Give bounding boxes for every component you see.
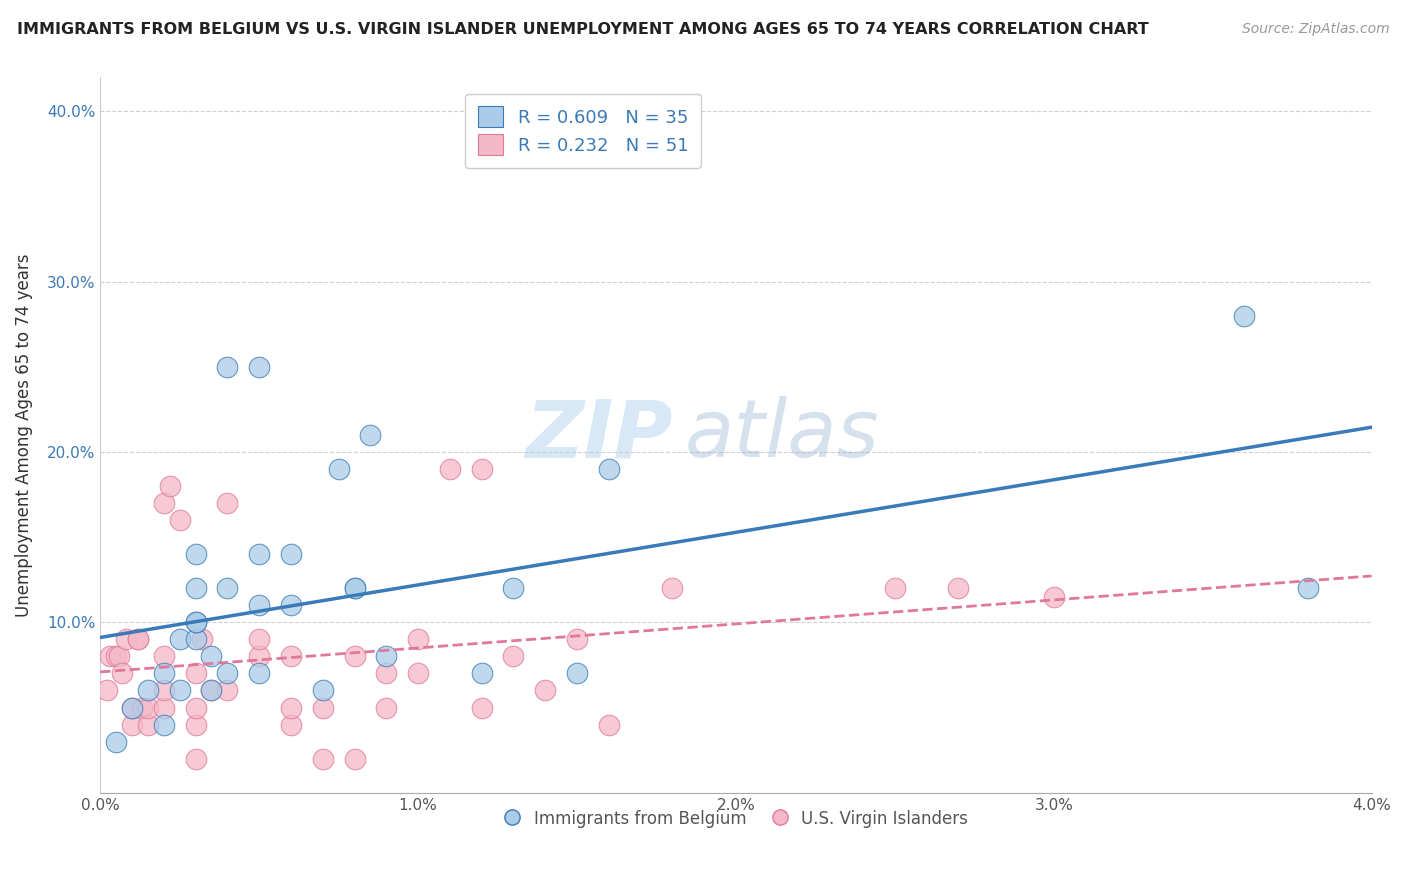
Point (108, 649, 131, 664)
Point (121, 717, 143, 731)
Point (439, 462, 461, 476)
Point (343, 582, 366, 596)
Point (375, 666, 398, 681)
Point (534, 683, 557, 698)
Point (121, 700, 143, 714)
Point (169, 513, 191, 527)
Point (359, 428, 381, 442)
Point (121, 700, 143, 714)
Point (184, 717, 207, 731)
Point (280, 599, 302, 613)
Point (471, 700, 494, 714)
Point (502, 649, 524, 664)
Point (280, 547, 302, 561)
Point (153, 717, 176, 731)
Point (96, 683, 118, 698)
Point (598, 462, 620, 476)
Point (184, 666, 207, 681)
Point (375, 649, 398, 664)
Point (153, 700, 176, 714)
Point (153, 649, 176, 664)
Point (127, 632, 149, 647)
Text: Source: ZipAtlas.com: Source: ZipAtlas.com (1241, 22, 1389, 37)
Point (127, 632, 149, 647)
Point (565, 666, 588, 681)
Point (471, 666, 494, 681)
Point (406, 666, 429, 681)
Point (217, 683, 239, 698)
Point (184, 582, 207, 596)
Point (114, 632, 136, 647)
Point (200, 683, 222, 698)
Point (153, 666, 176, 681)
Point (948, 582, 970, 596)
Point (343, 751, 366, 765)
Point (98, 649, 121, 664)
Y-axis label: Unemployment Among Ages 65 to 74 years: Unemployment Among Ages 65 to 74 years (15, 253, 32, 616)
Point (136, 683, 159, 698)
Point (217, 666, 239, 681)
Point (471, 462, 494, 476)
Point (247, 359, 270, 374)
Point (184, 615, 207, 630)
Point (184, 547, 207, 561)
Point (153, 496, 176, 510)
Point (375, 700, 398, 714)
Point (280, 649, 302, 664)
Text: ZIP: ZIP (524, 396, 672, 474)
Point (312, 700, 335, 714)
Point (131, 700, 153, 714)
Point (159, 479, 181, 493)
Point (883, 582, 905, 596)
Point (200, 683, 222, 698)
Point (328, 462, 350, 476)
Point (200, 649, 222, 664)
Text: IMMIGRANTS FROM BELGIUM VS U.S. VIRGIN ISLANDER UNEMPLOYMENT AMONG AGES 65 TO 74: IMMIGRANTS FROM BELGIUM VS U.S. VIRGIN I… (17, 22, 1149, 37)
Point (1233, 309, 1256, 323)
Point (312, 683, 335, 698)
Point (280, 717, 302, 731)
Point (105, 734, 128, 748)
Point (217, 582, 239, 596)
Point (105, 649, 128, 664)
Legend: Immigrants from Belgium, U.S. Virgin Islanders: Immigrants from Belgium, U.S. Virgin Isl… (496, 803, 974, 834)
Point (136, 700, 159, 714)
Point (169, 632, 191, 647)
Point (136, 717, 159, 731)
Point (153, 683, 176, 698)
Point (406, 632, 429, 647)
Point (184, 751, 207, 765)
Point (247, 666, 270, 681)
Point (169, 683, 191, 698)
Point (184, 615, 207, 630)
Point (280, 700, 302, 714)
Point (217, 359, 239, 374)
Point (111, 666, 134, 681)
Point (247, 632, 270, 647)
Point (217, 496, 239, 510)
Point (343, 582, 366, 596)
Point (598, 717, 620, 731)
Point (661, 582, 683, 596)
Point (247, 547, 270, 561)
Point (184, 700, 207, 714)
Point (247, 649, 270, 664)
Point (191, 632, 214, 647)
Point (1296, 582, 1319, 596)
Point (343, 649, 366, 664)
Point (312, 751, 335, 765)
Point (184, 632, 207, 647)
Text: atlas: atlas (685, 396, 880, 474)
Point (565, 632, 588, 647)
Point (502, 582, 524, 596)
Point (1042, 590, 1064, 604)
Point (247, 599, 270, 613)
